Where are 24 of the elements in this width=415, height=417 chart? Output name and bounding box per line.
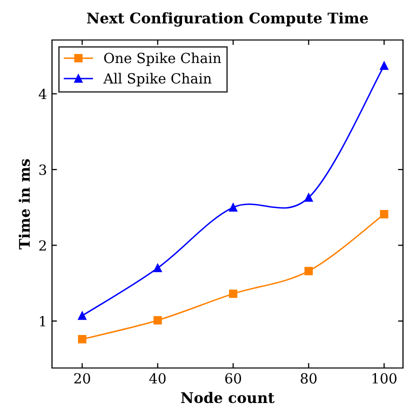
point bbox=[228, 203, 238, 212]
x-tick-label: 100 bbox=[372, 373, 396, 384]
x-tick-label: 80 bbox=[300, 373, 317, 384]
point bbox=[78, 312, 86, 320]
point bbox=[380, 210, 388, 218]
x-tick-label: 20 bbox=[74, 373, 90, 384]
y-axis-title: Time in ms bbox=[18, 159, 30, 250]
legend-label: One Spike Chain bbox=[104, 52, 222, 66]
y-tick-label: 3 bbox=[39, 164, 46, 176]
chart-title: Next Configuration Compute Time bbox=[87, 12, 368, 27]
point bbox=[154, 264, 162, 272]
point bbox=[380, 62, 388, 70]
y-tick-label: 2 bbox=[39, 240, 46, 251]
point bbox=[304, 193, 313, 202]
point bbox=[78, 335, 86, 344]
x-axis-title: Node count bbox=[181, 392, 275, 404]
point bbox=[154, 316, 162, 324]
point bbox=[228, 290, 238, 298]
x-tick-label: 40 bbox=[149, 373, 166, 384]
x-tick-label: 60 bbox=[225, 373, 242, 384]
y-tick-label: 1 bbox=[40, 316, 46, 326]
y-tick-label: 4 bbox=[38, 88, 46, 100]
point bbox=[304, 266, 313, 276]
legend-label: All Spike Chain bbox=[103, 72, 212, 86]
